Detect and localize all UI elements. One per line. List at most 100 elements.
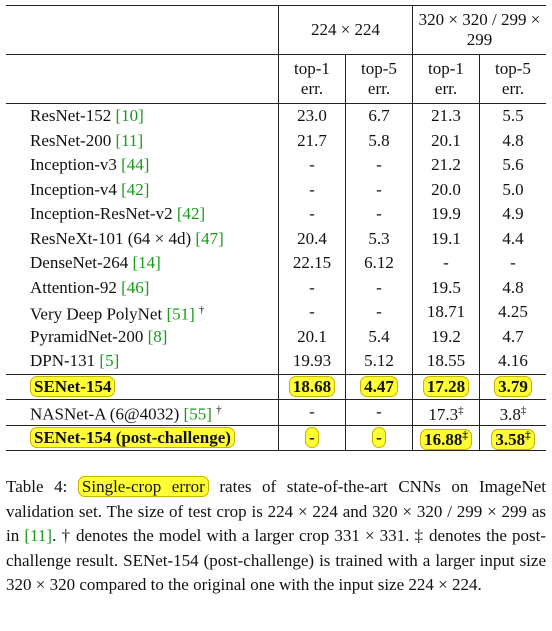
value: - [443,253,449,273]
value: 16.88‡ [420,429,472,451]
value: 3.58‡ [491,429,535,451]
table-row: Inception-ResNet-v2 [42] - - 19.9 4.9 [6,202,546,227]
model-name: ResNet-152 [30,106,112,126]
value-cell: 4.47 [345,373,413,400]
table-row: Very Deep PolyNet [51] † - - 18.71 4.25 [6,300,546,325]
group-header: 224 × 224 [278,5,413,55]
model-name: Inception-ResNet-v2 [30,204,173,224]
value-mark: ‡ [462,429,468,442]
value-text: 3.58 [495,430,526,450]
model-name: ResNet-200 [30,130,112,150]
dagger: † [216,404,222,417]
bold: 16.88‡ [420,429,472,451]
subheader: top-1 err. [278,54,346,104]
table-row: ResNet-152 [10] 23.0 6.7 21.3 5.5 [6,103,546,129]
value: 4.8 [502,277,524,297]
value-text: 17.3 [428,404,459,424]
model-cell: Inception-v4 [42] [6,178,279,203]
value: 5.3 [368,228,390,248]
value-cell: 18.71 [412,300,480,325]
bold: SENet-154 [30,375,116,397]
value-cell: 18.55 [412,349,480,375]
model-cell: ResNeXt-101 (64 × 4d) [47] [6,227,279,252]
value: - [372,427,386,449]
group-label: 224 × 224 [310,20,381,39]
value-cell: 4.9 [479,202,546,227]
value-cell: 17.28 [412,373,480,400]
model-cell: DPN-131 [5] [6,349,279,374]
subheader: top-5 err. [479,54,546,104]
value-text: 16.88 [424,430,463,450]
value: 4.4 [502,228,524,248]
bold: 3.58‡ [491,429,535,451]
value: - [376,204,382,224]
value-cell: - [345,177,413,202]
value-cell: 19.2 [412,324,480,350]
value: - [309,402,315,422]
subheader-row: top-1 err. top-5 err. top-1 err. top-5 err. [6,54,546,104]
citation: [11] [115,130,144,150]
model-cell: NASNet-A (6@4032) [55] † [6,399,279,426]
value: - [309,204,315,224]
model-cell: ResNet-200 [11] [6,129,279,154]
value-cell: 4.8 [479,128,546,153]
model-name: SENet-154 (post-challenge) [30,427,235,449]
value-cell: - [278,177,346,202]
table-row: ResNet-200 [11] 21.7 5.8 20.1 4.8 [6,128,546,154]
value: 20.4 [297,228,327,248]
value-mark: ‡ [525,429,531,442]
citation: [14] [132,253,161,273]
value: 4.16 [498,351,528,371]
value-cell: 21.2 [412,153,480,178]
value-cell: 16.88‡ [412,424,480,452]
model-name: DenseNet-264 [30,253,129,273]
value: - [309,155,315,175]
model-name: Inception-v4 [30,179,117,199]
value: 22.15 [292,253,332,273]
table-row: SENet-154 (post-challenge) - -16.88‡ 3.58‡ [6,424,546,452]
value: 18.55 [426,351,466,371]
bold: 4.47 [360,375,398,397]
value: - [309,277,315,297]
value-cell: - [278,424,346,452]
value: 5.12 [364,351,394,371]
table-row: DenseNet-264 [14] 22.15 6.12 - - [6,251,546,276]
citation: [42] [121,179,150,199]
caption-text: Table 4: [6,477,78,496]
value: 20.1 [431,130,461,150]
value: 5.4 [368,326,390,346]
table-row: Inception-v4 [42] - - 20.0 5.0 [6,177,546,203]
caption-text: rates of state-of-the-art CNNs on ImageN… [6,477,547,545]
value: 5.6 [502,155,524,175]
value: 6.12 [364,253,394,273]
value-cell: 23.0 [278,103,346,129]
value: 5.0 [502,179,524,199]
value-cell: 3.79 [479,373,546,400]
header-row: 224 × 224 320 × 320 / 299 × 299 [6,5,546,55]
table-row: Inception-v3 [44] - - 21.2 5.6 [6,153,546,178]
value-cell: 19.1 [412,226,480,251]
value: 3.79 [494,375,532,397]
value-cell: - [345,424,413,452]
caption-text: [11] [24,526,53,545]
value-cell: - [345,300,413,325]
value: 6.7 [368,106,390,126]
table-row: PyramidNet-200 [8] 20.1 5.4 19.2 4.7 [6,324,546,350]
subheader-label: top-1 err. [294,59,330,98]
value-cell: 20.4 [278,226,346,251]
citation: [10] [115,106,144,126]
dagger: † [199,304,205,316]
value: 17.28 [422,375,470,397]
value-mark: ‡ [458,404,464,417]
value-cell: 3.58‡ [479,424,546,452]
value: 19.5 [431,277,461,297]
value: 19.93 [292,351,332,371]
caption-text: Single-crop error [77,476,209,497]
group-label: 320 × 320 / 299 × 299 [418,10,541,49]
value: 4.25 [498,302,528,322]
bold: - [305,427,319,449]
value-cell: - [278,300,346,325]
value-cell: 5.12 [345,349,413,375]
value-cell: 22.15 [278,251,346,276]
value: - [376,179,382,199]
